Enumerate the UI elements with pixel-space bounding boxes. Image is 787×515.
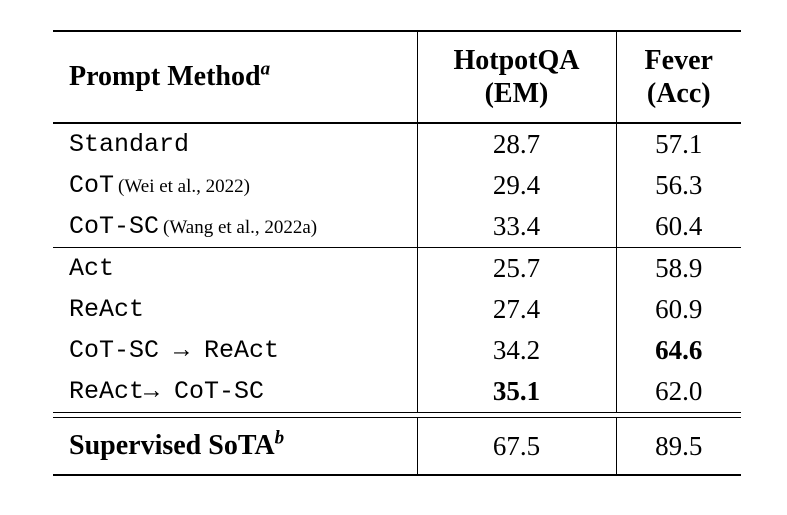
fever-cell: 60.4 [615, 206, 741, 248]
header-fever-name: Fever [644, 44, 713, 76]
header-hotpotqa: HotpotQA (EM) [416, 31, 616, 124]
table-row-react: ReAct 27.4 60.9 [53, 289, 741, 330]
hotpotqa-cell: 29.4 [416, 165, 616, 206]
header-hotpotqa-metric: (EM) [484, 78, 549, 109]
method-citation: (Wei et al., 2022) [118, 176, 250, 197]
double-rule-separator [53, 412, 741, 418]
hotpotqa-cell: 67.5 [416, 417, 616, 475]
hotpotqa-cell: 33.4 [416, 206, 616, 248]
double-rule-line [53, 412, 741, 418]
fever-cell-best: 64.6 [615, 330, 741, 371]
table-row-cot-sc-to-react: CoT-SC → ReAct 34.2 64.6 [53, 330, 741, 371]
results-table: Prompt Methoda HotpotQA (EM) Fever (Acc)… [53, 30, 741, 476]
fever-cell: 60.9 [615, 289, 741, 330]
fever-cell: 58.9 [615, 247, 741, 289]
table-row-supervised-sota: Supervised SoTAb 67.5 89.5 [53, 417, 741, 476]
fever-cell: 89.5 [615, 417, 741, 475]
fever-cell: 57.1 [615, 123, 741, 165]
method-cell: CoT-SC (Wang et al., 2022a) [53, 206, 417, 248]
header-fever: Fever (Acc) [615, 31, 741, 124]
method-name: ReAct→ CoT-SC [69, 377, 265, 406]
method-name: CoT [69, 171, 115, 200]
hotpotqa-cell: 28.7 [416, 123, 616, 165]
header-fever-metric: (Acc) [646, 78, 711, 109]
hotpotqa-cell: 34.2 [416, 330, 616, 371]
hotpotqa-cell: 25.7 [416, 247, 616, 289]
fever-cell: 56.3 [615, 165, 741, 206]
method-name: ReAct [69, 295, 145, 324]
footnote-mark-a: a [260, 58, 271, 80]
method-cell: Standard [53, 123, 417, 165]
header-prompt-method: Prompt Methoda [53, 31, 417, 124]
method-cell: Act [53, 247, 417, 289]
table-header-row: Prompt Methoda HotpotQA (EM) Fever (Acc) [53, 31, 741, 124]
method-name: Act [69, 254, 115, 283]
method-cell: CoT (Wei et al., 2022) [53, 165, 417, 206]
header-hotpotqa-name: HotpotQA [453, 44, 580, 76]
hotpotqa-cell-best: 35.1 [416, 371, 616, 413]
method-name: CoT-SC [69, 212, 160, 241]
method-name: CoT-SC → ReAct [69, 336, 280, 365]
table-row-cot-sc: CoT-SC (Wang et al., 2022a) 33.4 60.4 [53, 206, 741, 248]
table-row-act: Act 25.7 58.9 [53, 247, 741, 289]
header-prompt-method-label: Prompt Method [69, 61, 261, 92]
method-cell: Supervised SoTAb [53, 418, 417, 476]
fever-cell: 62.0 [615, 371, 741, 413]
table-row-react-to-cot-sc: ReAct→ CoT-SC 35.1 62.0 [53, 371, 741, 413]
supervised-sota-label: Supervised SoTA [69, 430, 275, 461]
footnote-mark-b: b [274, 427, 285, 449]
method-cell: CoT-SC → ReAct [53, 330, 417, 371]
method-cell: ReAct [53, 289, 417, 330]
method-cell: ReAct→ CoT-SC [53, 371, 417, 413]
table-row-cot: CoT (Wei et al., 2022) 29.4 56.3 [53, 165, 741, 206]
hotpotqa-cell: 27.4 [416, 289, 616, 330]
method-citation: (Wang et al., 2022a) [163, 217, 318, 238]
table-row-standard: Standard 28.7 57.1 [53, 123, 741, 165]
method-name: Standard [69, 130, 190, 159]
